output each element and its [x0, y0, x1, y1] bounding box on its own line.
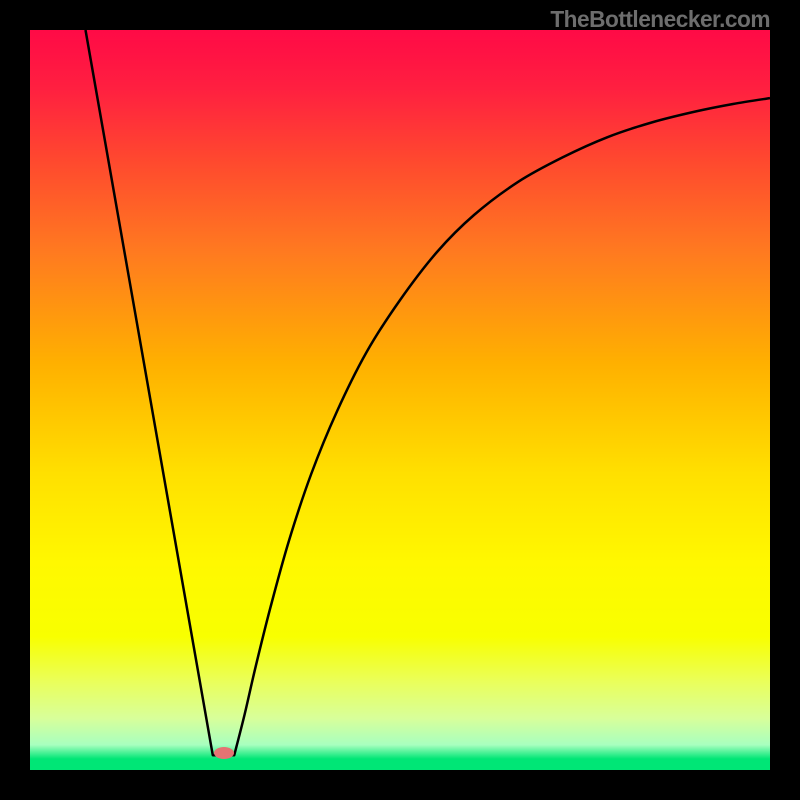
watermark-text: TheBottlenecker.com: [550, 6, 770, 33]
chart-svg: [0, 0, 800, 800]
gradient-plot-bg: [30, 30, 770, 770]
chart-root: TheBottlenecker.com: [0, 0, 800, 800]
trough-marker-dot: [214, 747, 234, 759]
